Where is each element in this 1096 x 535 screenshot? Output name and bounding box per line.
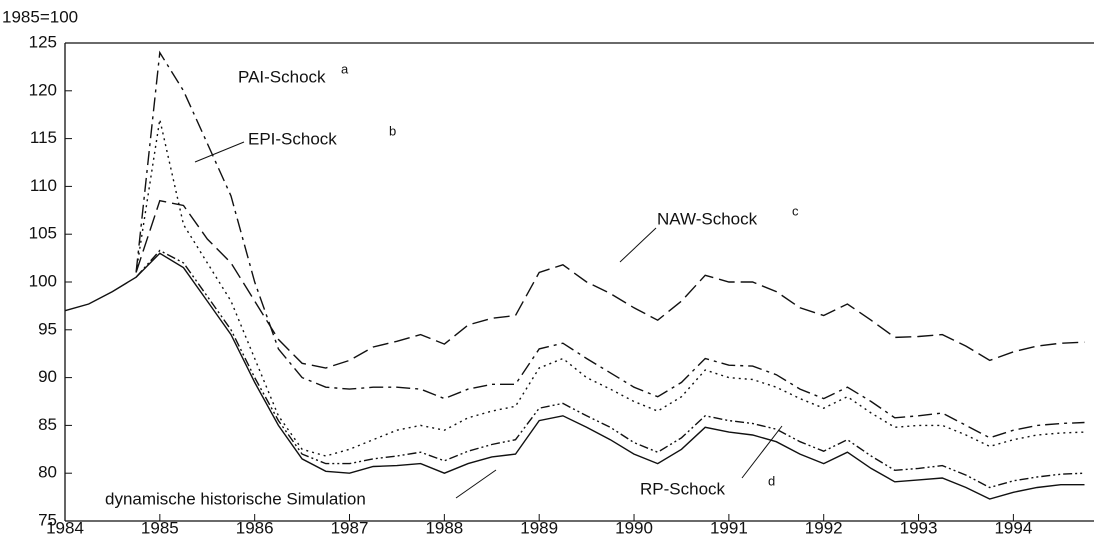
x-tick-label: 1994 xyxy=(994,518,1032,535)
series-line xyxy=(135,249,1085,489)
annotation-note: b xyxy=(389,123,396,138)
leader-line xyxy=(619,227,657,263)
x-tick-label: 1991 xyxy=(710,518,748,535)
series-line xyxy=(135,50,1085,439)
series-line xyxy=(135,119,1085,457)
x-tick-label: 1989 xyxy=(520,518,558,535)
y-tick-label: 90 xyxy=(38,367,57,386)
annotation: PAI-Schock xyxy=(238,67,326,86)
annotation: NAW-Schock xyxy=(657,209,758,228)
annotation: RP-Schock xyxy=(640,479,726,498)
y-tick-label: 120 xyxy=(29,80,57,99)
annotation: EPI-Schock xyxy=(248,129,337,148)
y-tick-label: 95 xyxy=(38,319,57,338)
leader-line xyxy=(741,425,783,479)
y-tick-label: 85 xyxy=(38,415,57,434)
x-tick-label: 1993 xyxy=(900,518,938,535)
leader-line xyxy=(455,469,497,499)
annotations: PAI-Schock a EPI-Schock b NAW-Schock c R… xyxy=(105,61,799,508)
y-tick-label: 75 xyxy=(38,510,57,529)
y-tick-label: 100 xyxy=(29,271,57,290)
y-tick-label: 125 xyxy=(29,32,57,51)
leader-line xyxy=(194,141,245,163)
y-tick-label: 105 xyxy=(29,224,57,243)
x-tick-label: 1986 xyxy=(236,518,274,535)
annotation-note: c xyxy=(792,203,799,218)
y-axis-label: 1985=100 xyxy=(2,7,78,26)
y-tick-label: 110 xyxy=(30,176,57,195)
x-tick-label: 1988 xyxy=(425,518,463,535)
x-tick-label: 1984 xyxy=(46,518,84,535)
y-tick-label: 80 xyxy=(38,463,57,482)
series-line xyxy=(64,252,1085,500)
x-tick-label: 1990 xyxy=(615,518,653,535)
x-tick-label: 1985 xyxy=(141,518,179,535)
annotation: dynamische historische Simulation xyxy=(105,489,366,508)
series-line xyxy=(135,199,1085,369)
y-tick-label: 115 xyxy=(30,128,57,147)
annotation-note: d xyxy=(768,473,775,488)
x-tick-label: 1987 xyxy=(331,518,369,535)
annotation-note: a xyxy=(341,61,349,76)
x-tick-label: 1992 xyxy=(805,518,843,535)
